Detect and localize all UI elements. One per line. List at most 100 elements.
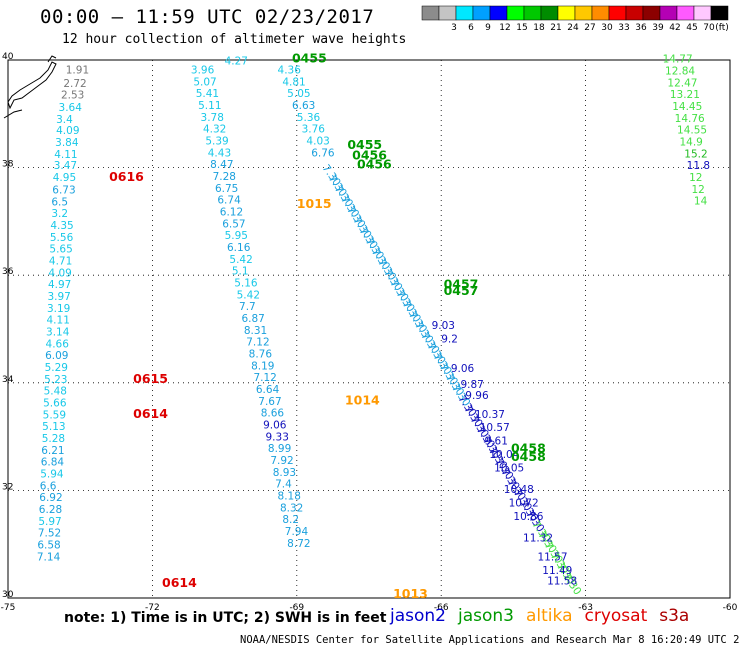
swh-value-cryosat: 3.47 [54,160,77,172]
scale-swatch [506,5,525,21]
swh-value-cryosat: 2.53 [61,90,84,102]
swh-value-s3a: 14.77 [663,54,693,66]
swh-value-jason3: 10.86 [513,511,543,523]
swh-value-altika: 4.81 [282,76,305,88]
credit-line: NOAA/NESDIS Center for Satellite Applica… [240,634,740,646]
swh-value-altika: 8.18 [278,491,301,503]
satellite-jason2: jason2 [390,606,446,626]
chart-subtitle: 12 hour collection of altimeter wave hei… [62,32,407,47]
swh-value-s3a: 12.84 [665,66,695,78]
swh-value-jason3: 10.04 [489,449,519,461]
scale-label: 12 [499,23,510,33]
time-label: 0615 [133,371,168,386]
swh-value-altika: 7.94 [285,526,309,538]
swh-value-altika: 3.96 [191,64,215,76]
satellite-altika: altika [526,606,573,626]
x-tick-label: -69 [289,603,304,613]
swh-value-cryosat: 5.65 [49,244,72,256]
swh-value-altika: 7.12 [246,337,269,349]
swh-value-cryosat: 3.84 [55,137,79,149]
swh-value-altika: 5.95 [225,230,248,242]
scale-label: 24 [567,23,579,33]
scale-label: 36 [635,23,647,33]
swh-value-altika: 7.4 [275,479,292,491]
swh-value-altika: 5.36 [297,112,321,124]
swh-value-altika: 6.57 [222,218,245,230]
swh-value-s3a: 14 [694,196,708,208]
swh-value-s3a: 14.9 [679,137,702,149]
swh-value-cryosat: 5.29 [45,362,68,374]
swh-value-jason3: 11.49 [542,565,572,577]
swh-value-cryosat: 3.64 [59,102,83,114]
scale-swatch [659,5,678,21]
swh-value-cryosat: 2.72 [63,78,86,90]
time-label: 1013 [393,586,428,601]
swh-value-altika: 6.64 [256,384,280,396]
swh-value-cryosat: 6.21 [41,445,64,457]
x-tick-label: -60 [723,603,738,613]
y-tick-label: 40 [2,52,14,62]
swh-value-altika: 6.75 [215,183,238,195]
scale-label: 9 [485,23,491,33]
time-label: 0458 [511,441,546,456]
swh-value-altika: 8.19 [251,360,274,372]
swh-value-jason3: 9.61 [485,436,508,448]
swh-value-jason3: 9.06 [451,363,475,375]
swh-value-jason3: 10.37 [475,409,505,421]
scale-swatch [489,5,508,21]
y-tick-label: 36 [2,267,14,277]
swh-value-s3a: 11.8 [687,160,710,172]
swh-value-cryosat: 6.5 [51,196,68,208]
swh-value-altika: 6.74 [217,195,241,207]
time-label: 0456 [352,148,387,163]
swh-value-s3a: 12 [689,172,702,184]
swh-value-jason3: 11.57 [537,551,567,563]
swh-value-altika: 8.66 [261,408,285,420]
scale-swatch [676,5,695,21]
swh-value-cryosat: 5.59 [43,409,66,421]
scale-unit: (ft) [715,23,729,33]
swh-value-altika: 4.36 [278,64,302,76]
swh-value-cryosat: 6.28 [39,504,62,516]
swh-value-cryosat: 4.11 [47,315,70,327]
scale-swatch [455,5,474,21]
swh-value-jason3: 9.87 [460,379,483,391]
swh-value-jason3: 10.57 [480,422,510,434]
swh-value-altika: 4.43 [208,147,231,159]
swh-value-cryosat: 5.56 [50,232,74,244]
swh-value-jason3: 11.32 [523,533,553,545]
swh-value-cryosat: 7.14 [37,551,61,563]
y-tick-label: 38 [2,160,14,170]
time-label: 0614 [162,575,197,590]
y-tick-label: 34 [2,375,14,385]
swh-value-altika: 6.12 [220,206,243,218]
scale-label: 70 [703,23,715,33]
swh-value-cryosat: 5.97 [38,516,61,528]
swh-value-cryosat: 5.66 [43,397,67,409]
swh-value-altika: 6.63 [292,100,315,112]
scale-swatch [557,5,576,21]
time-label: 0457 [444,283,479,298]
swh-value-s3a: 14.55 [677,125,707,137]
swh-value-altika: 5.1 [232,266,249,278]
satellite-legend: jason2 jason3 altika cryosat s3a [390,606,701,626]
swh-value-cryosat: 5.23 [44,374,67,386]
scale-swatch [625,5,644,21]
swh-value-altika: 7.28 [213,171,236,183]
time-label: 0616 [109,169,144,184]
swh-value-cryosat: 5.94 [40,468,64,480]
scale-swatch [421,5,440,21]
swh-value-cryosat: 6.84 [41,457,65,469]
swh-value-cryosat: 5.13 [42,421,65,433]
swh-value-altika: 8.47 [210,159,233,171]
swh-value-altika: 8.72 [287,538,310,550]
coastline-segment [47,55,57,63]
satellite-jason3: jason3 [458,606,514,626]
swh-value-cryosat: 6.92 [39,492,62,504]
swh-value-s3a: 12 [691,184,704,196]
scale-swatch [693,5,712,21]
scale-label: 18 [533,23,545,33]
swh-value-cryosat: 3.97 [47,291,70,303]
swh-value-cryosat: 7.52 [38,528,61,540]
swh-value-jason3: 9.2 [441,333,458,345]
